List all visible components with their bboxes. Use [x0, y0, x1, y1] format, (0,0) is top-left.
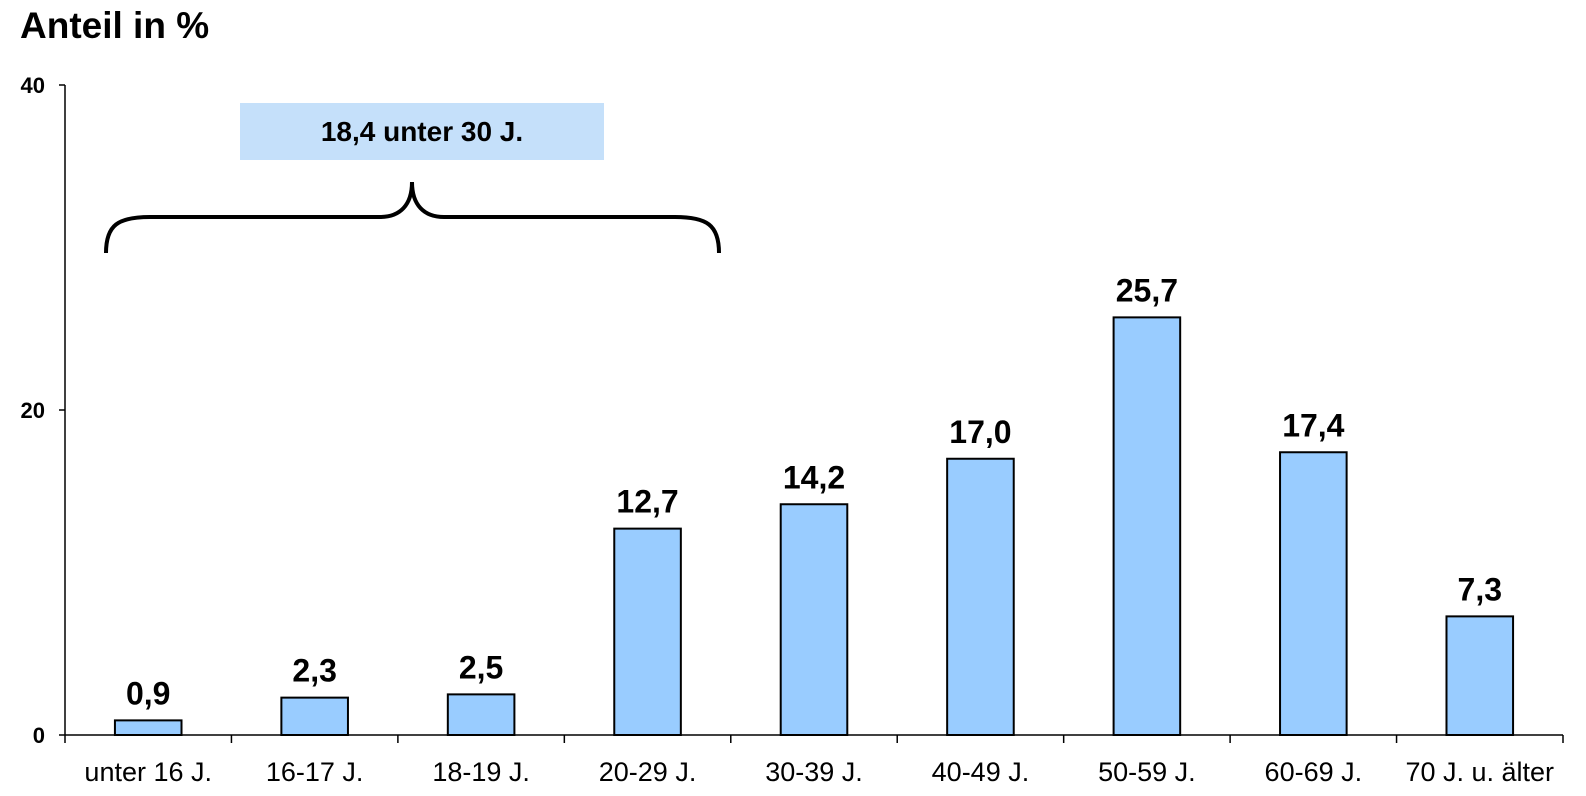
- bar: [113, 719, 183, 736]
- data-label: 7,3: [1458, 571, 1502, 607]
- chart-title: Anteil in %: [20, 5, 209, 46]
- y-tick-label: 40: [21, 73, 45, 98]
- bar: [1112, 316, 1182, 736]
- data-label: 17,4: [1282, 407, 1344, 443]
- data-label: 2,3: [292, 653, 336, 689]
- data-label: 2,5: [459, 649, 503, 685]
- annotation-brace: [104, 181, 721, 254]
- x-tick-label: 30-39 J.: [765, 757, 863, 787]
- y-tick-label: 20: [21, 398, 45, 423]
- x-tick-label: 70 J. u. älter: [1405, 757, 1554, 787]
- x-tick-label: 60-69 J.: [1265, 757, 1363, 787]
- x-tick-label: 50-59 J.: [1098, 757, 1196, 787]
- x-axis: unter 16 J. 16-17 J. 18-19 J. 20-29 J. 30-39…: [64, 734, 1564, 787]
- annotation-box: [240, 103, 604, 160]
- annotation: 18,4 unter 30 J.: [104, 103, 721, 254]
- bar: [779, 503, 849, 736]
- x-tick-label: 18-19 J.: [432, 757, 530, 787]
- y-axis: 0 20 40: [21, 73, 66, 748]
- x-tick-label: unter 16 J.: [84, 757, 212, 787]
- data-label: 25,7: [1116, 272, 1178, 308]
- bars: [113, 316, 1515, 736]
- annotation-text: 18,4 unter 30 J.: [321, 116, 523, 147]
- data-label: 12,7: [616, 484, 678, 520]
- data-labels: 0,9 2,3 2,5 12,7 14,2 17,0 25,7 17,4 7,3: [126, 272, 1502, 711]
- bar: [613, 527, 682, 736]
- x-tick-label: 20-29 J.: [599, 757, 697, 787]
- data-label: 14,2: [783, 459, 845, 495]
- y-tick-label: 0: [33, 723, 45, 748]
- data-label: 17,0: [949, 414, 1011, 450]
- bar: [1279, 451, 1348, 736]
- bar: [446, 693, 516, 736]
- data-label: 0,9: [126, 675, 170, 711]
- bar: [946, 457, 1015, 736]
- bar: [1445, 615, 1515, 736]
- x-tick-label: 40-49 J.: [932, 757, 1030, 787]
- bar: [280, 696, 349, 736]
- x-tick-label: 16-17 J.: [266, 757, 364, 787]
